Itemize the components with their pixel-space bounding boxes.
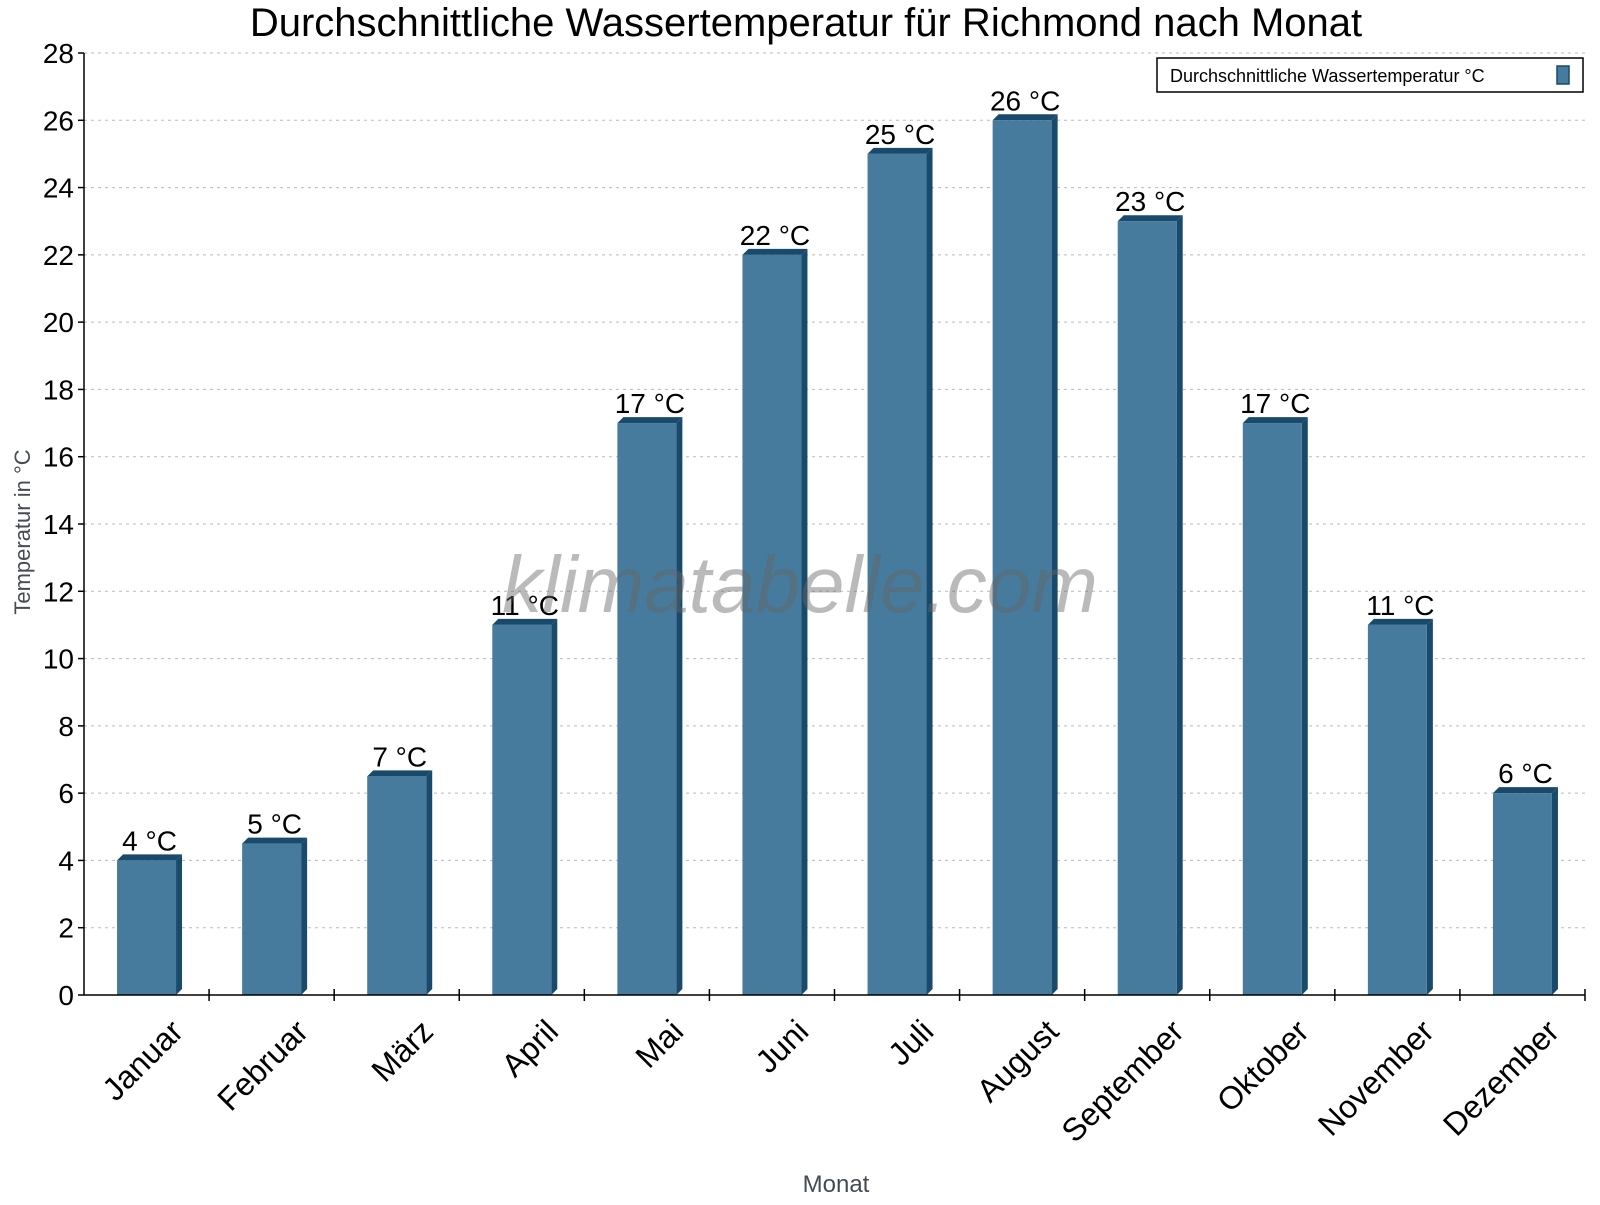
bar (1492, 793, 1552, 995)
bar-top (992, 114, 1058, 121)
bar-top (617, 417, 683, 424)
legend: Durchschnittliche Wassertemperatur °C (1156, 57, 1584, 93)
gridlines (84, 52, 1585, 929)
y-tick-label: 24 (43, 173, 74, 204)
y-axis-label: Temperatur in °C (10, 449, 35, 614)
bar (1117, 221, 1177, 995)
x-tick-label: Januar (95, 1013, 190, 1108)
data-label: 6 °C (1498, 758, 1553, 789)
y-tick-label: 2 (58, 913, 74, 944)
data-label: 11 °C (1366, 590, 1434, 621)
legend-label: Durchschnittliche Wassertemperatur °C (1170, 66, 1485, 86)
data-label: 17 °C (615, 388, 685, 419)
x-tick-label: November (1311, 1013, 1441, 1143)
data-label: 5 °C (247, 809, 302, 840)
bar-side (1051, 114, 1058, 996)
bar-side (1301, 417, 1308, 996)
watermark: klimatabelle.com (502, 540, 1098, 629)
y-tick-label: 6 (58, 778, 74, 809)
bar-side (1426, 618, 1433, 995)
bar-side (801, 248, 808, 995)
data-label: 25 °C (865, 119, 935, 150)
bar-side (301, 837, 308, 995)
bar (1242, 423, 1302, 996)
x-tick-label: März (364, 1013, 440, 1089)
x-tick-label: Oktober (1210, 1013, 1316, 1119)
bar-top (492, 618, 558, 625)
bar-top (742, 248, 808, 255)
bar-top (867, 147, 933, 154)
bar (117, 860, 177, 995)
data-label: 11 °C (491, 590, 559, 621)
y-tick-label: 10 (43, 644, 74, 675)
bar (867, 153, 927, 995)
data-label: 17 °C (1240, 388, 1310, 419)
y-tick-label: 20 (43, 307, 74, 338)
bar-top (117, 854, 183, 861)
bar-side (176, 854, 183, 995)
bar-side (551, 618, 558, 995)
bar-top (1242, 417, 1308, 424)
y-tick-label: 28 (43, 38, 74, 69)
data-label: 26 °C (990, 85, 1060, 116)
bar-top (1117, 215, 1183, 222)
bar-side (926, 147, 933, 995)
x-tick-label: Februar (210, 1013, 315, 1118)
legend-swatch (1556, 65, 1570, 85)
x-tick-label: Juni (748, 1013, 815, 1080)
bar-top (242, 837, 308, 844)
bar (1367, 624, 1427, 995)
bar-side (1176, 215, 1183, 995)
data-label: 22 °C (740, 220, 810, 251)
data-label: 23 °C (1115, 186, 1185, 217)
chart-title: Durchschnittliche Wassertemperatur für R… (250, 1, 1362, 45)
bar (742, 254, 802, 995)
bar-side (426, 770, 433, 995)
bar-top (367, 770, 433, 777)
bar (992, 120, 1052, 996)
y-tick-label: 14 (43, 509, 74, 540)
legend-box (1156, 57, 1584, 93)
bar (367, 776, 427, 995)
y-tick-label: 18 (43, 374, 74, 405)
y-tick-label: 8 (58, 711, 74, 742)
bar (617, 423, 677, 996)
bar (492, 624, 552, 995)
y-tick-label: 22 (43, 240, 74, 271)
data-label: 4 °C (122, 825, 177, 856)
x-tick-label: September (1054, 1013, 1190, 1149)
x-tick-label: April (494, 1013, 565, 1084)
y-tick-label: 16 (43, 442, 74, 473)
y-tick-label: 0 (58, 980, 74, 1011)
bar (242, 843, 302, 995)
x-tick-label: Juli (881, 1013, 940, 1072)
x-axis-label: Monat (803, 1171, 870, 1198)
data-label: 7 °C (372, 741, 427, 772)
bar-side (676, 417, 683, 996)
y-tick-label: 12 (43, 576, 74, 607)
bar-side (1551, 787, 1558, 995)
y-tick-label: 4 (58, 845, 74, 876)
bars: 4 °C 5 °C 7 °C 11 °C 17 °C 22 °C 25 °C 26 °C 23 … (117, 85, 1558, 996)
y-tick-label: 26 (43, 105, 74, 136)
bar-top (1492, 787, 1558, 794)
bar-top (1367, 618, 1433, 625)
x-tick-label: August (970, 1013, 1066, 1109)
x-tick-label: Mai (628, 1013, 690, 1075)
x-tick-label: Dezember (1436, 1013, 1566, 1143)
